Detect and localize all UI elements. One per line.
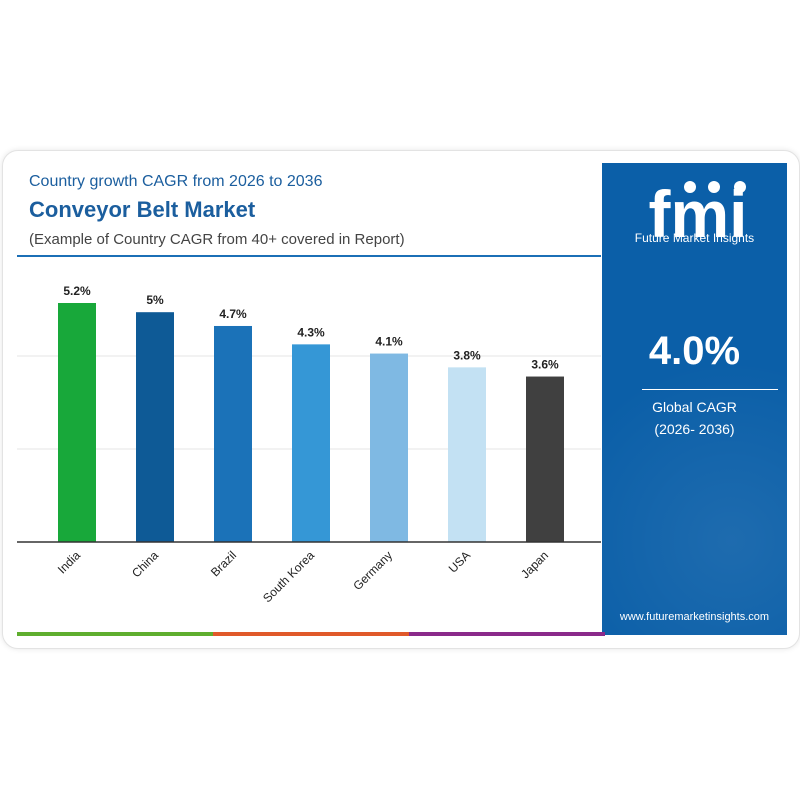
global-cagr-period: (2026- 2036) xyxy=(654,421,735,437)
footer-bar-segment xyxy=(17,632,213,636)
bar-germany xyxy=(370,353,408,542)
fmi-logo: fmi xyxy=(649,177,748,247)
bar-china xyxy=(136,312,174,542)
chart-title: Conveyor Belt Market xyxy=(29,197,256,222)
global-cagr-label: Global CAGR xyxy=(652,399,737,415)
data-label: 5% xyxy=(146,293,164,307)
data-label: 3.6% xyxy=(531,358,559,372)
bar-chart: 5.2% India 5% China 4.7% Brazil 4.3% South Kore… xyxy=(17,284,601,605)
data-label: 4.3% xyxy=(297,325,325,339)
x-tick-label: Brazil xyxy=(208,548,239,579)
data-label: 3.8% xyxy=(453,348,481,362)
x-tick-label: South Korea xyxy=(260,548,317,605)
chart-subtitle: (Example of Country CAGR from 40+ covere… xyxy=(29,231,405,248)
data-label: 4.1% xyxy=(375,335,403,349)
logo-tagline: Future Market Insights xyxy=(634,231,755,245)
bar-japan xyxy=(526,376,564,542)
x-tick-label: USA xyxy=(446,548,473,575)
footer-bar-segment xyxy=(409,632,605,636)
bar-usa xyxy=(448,367,486,542)
x-tick-label: Germany xyxy=(350,548,395,593)
global-cagr-value: 4.0% xyxy=(648,329,741,373)
x-tick-label: India xyxy=(55,548,84,577)
logo-dot-icon xyxy=(684,181,696,193)
logo-dot-icon xyxy=(734,181,746,193)
logo-dot-icon xyxy=(708,181,720,193)
panel-background xyxy=(602,163,787,635)
bar-south-korea xyxy=(292,344,330,542)
chart-subtitle-top: Country growth CAGR from 2026 to 2036 xyxy=(29,173,323,190)
bar-india xyxy=(58,303,96,542)
data-label: 4.7% xyxy=(219,307,247,321)
x-tick-label: China xyxy=(129,548,161,580)
title-divider xyxy=(17,255,601,257)
website-link[interactable]: www.futuremarketinsights.com xyxy=(619,611,770,623)
footer-bar-segment xyxy=(213,632,409,636)
cagr-divider xyxy=(642,389,778,390)
infographic-card: Country growth CAGR from 2026 to 2036 Co… xyxy=(2,150,800,649)
data-label: 5.2% xyxy=(63,284,91,298)
logo-text: fmi xyxy=(649,177,748,247)
bar-brazil xyxy=(214,325,252,542)
summary-panel: fmi Future Market Insights 4.0% Global C… xyxy=(602,163,787,635)
x-tick-label: Japan xyxy=(518,548,551,581)
